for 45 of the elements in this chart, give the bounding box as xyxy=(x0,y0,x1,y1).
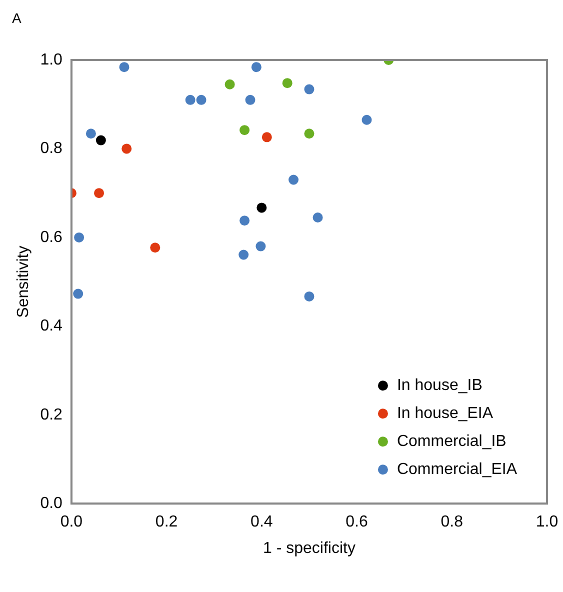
point xyxy=(304,84,314,94)
x-tick-label: 0.6 xyxy=(346,514,368,531)
legend-label: In house_IB xyxy=(396,377,482,394)
point xyxy=(122,144,132,154)
legend-label: Commercial_IB xyxy=(396,433,506,450)
legend-label: In house_EIA xyxy=(396,405,494,422)
point xyxy=(362,114,372,125)
point xyxy=(150,242,160,253)
point xyxy=(73,288,84,299)
point xyxy=(312,212,323,222)
y-tick-label: 0.8 xyxy=(40,140,63,158)
point xyxy=(224,79,235,90)
point xyxy=(119,62,130,72)
point xyxy=(238,250,249,260)
text: A xyxy=(12,10,22,26)
point xyxy=(94,188,104,198)
x-tick-label: 1.0 xyxy=(536,514,558,531)
point xyxy=(240,216,250,226)
point xyxy=(256,241,266,252)
x-tick-label: 0.2 xyxy=(155,514,178,531)
y-tick-label: 0.6 xyxy=(40,228,63,246)
point xyxy=(288,174,299,185)
point xyxy=(282,78,292,88)
point xyxy=(256,202,267,213)
legend-label: Commercial_EIA xyxy=(396,461,518,478)
x-tick-label: 0.8 xyxy=(440,514,464,531)
x-tick-label: 0.0 xyxy=(60,514,83,531)
y-tick-label: 0.0 xyxy=(40,495,63,512)
point xyxy=(251,62,262,72)
y-tick-label: 1.0 xyxy=(40,51,63,68)
point xyxy=(262,132,272,142)
point xyxy=(86,128,96,139)
point xyxy=(96,135,106,146)
y-axis-title: Sensitivity xyxy=(15,246,32,318)
point xyxy=(245,94,256,105)
y-tick-label: 0.2 xyxy=(40,406,63,424)
point xyxy=(196,94,206,105)
point xyxy=(74,232,84,242)
point xyxy=(240,125,250,136)
point xyxy=(304,291,314,302)
x-axis-title: 1 - specificity xyxy=(262,540,356,557)
y-tick-label: 0.4 xyxy=(40,318,63,335)
point xyxy=(304,128,314,139)
point xyxy=(185,94,196,105)
x-tick-label: 0.4 xyxy=(250,514,273,531)
